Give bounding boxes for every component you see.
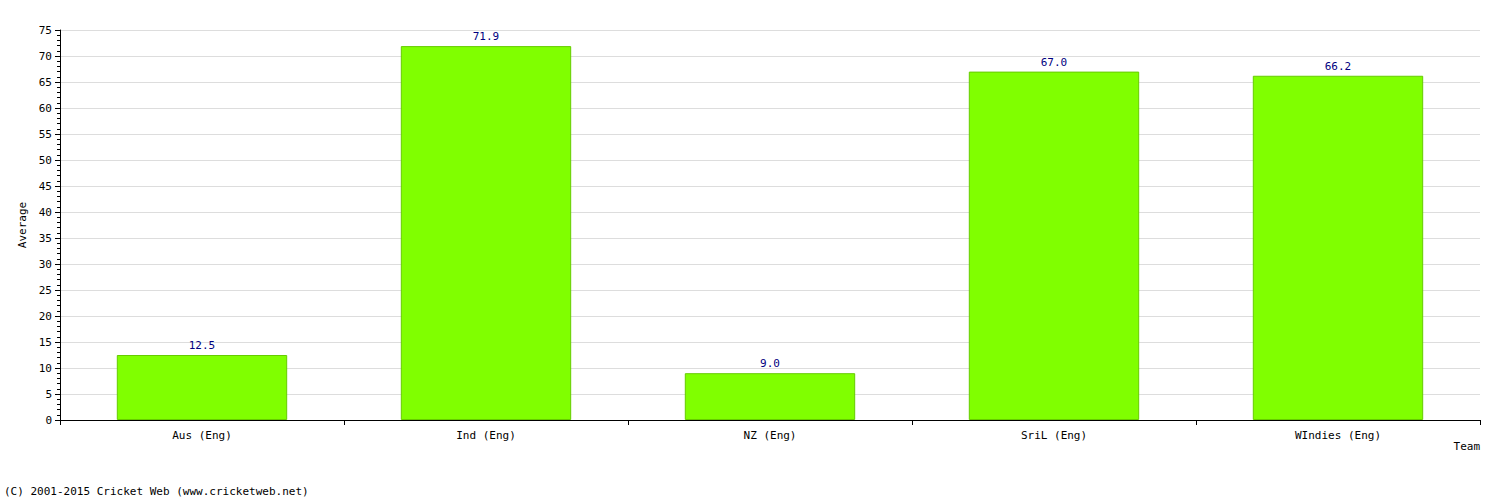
svg-text:NZ (Eng): NZ (Eng) bbox=[744, 429, 797, 442]
svg-text:Ind (Eng): Ind (Eng) bbox=[456, 429, 516, 442]
svg-text:Average: Average bbox=[16, 202, 29, 248]
svg-text:12.5: 12.5 bbox=[189, 339, 216, 352]
svg-text:Aus (Eng): Aus (Eng) bbox=[172, 429, 232, 442]
svg-text:75: 75 bbox=[39, 24, 52, 37]
svg-text:40: 40 bbox=[39, 206, 52, 219]
svg-text:20: 20 bbox=[39, 310, 52, 323]
svg-text:70: 70 bbox=[39, 50, 52, 63]
svg-text:WIndies (Eng): WIndies (Eng) bbox=[1295, 429, 1381, 442]
svg-text:71.9: 71.9 bbox=[473, 30, 500, 43]
svg-text:SriL (Eng): SriL (Eng) bbox=[1021, 429, 1087, 442]
svg-text:5: 5 bbox=[45, 388, 52, 401]
svg-text:66.2: 66.2 bbox=[1325, 60, 1352, 73]
svg-text:10: 10 bbox=[39, 362, 52, 375]
svg-text:65: 65 bbox=[39, 76, 52, 89]
svg-text:25: 25 bbox=[39, 284, 52, 297]
svg-text:0: 0 bbox=[45, 414, 52, 427]
svg-text:9.0: 9.0 bbox=[760, 357, 780, 370]
svg-text:(C) 2001-2015 Cricket Web (www: (C) 2001-2015 Cricket Web (www.cricketwe… bbox=[4, 485, 309, 498]
svg-text:60: 60 bbox=[39, 102, 52, 115]
svg-text:67.0: 67.0 bbox=[1041, 56, 1068, 69]
svg-text:50: 50 bbox=[39, 154, 52, 167]
svg-text:Team: Team bbox=[1454, 440, 1481, 453]
svg-text:15: 15 bbox=[39, 336, 52, 349]
svg-text:30: 30 bbox=[39, 258, 52, 271]
svg-text:45: 45 bbox=[39, 180, 52, 193]
svg-text:35: 35 bbox=[39, 232, 52, 245]
svg-text:55: 55 bbox=[39, 128, 52, 141]
